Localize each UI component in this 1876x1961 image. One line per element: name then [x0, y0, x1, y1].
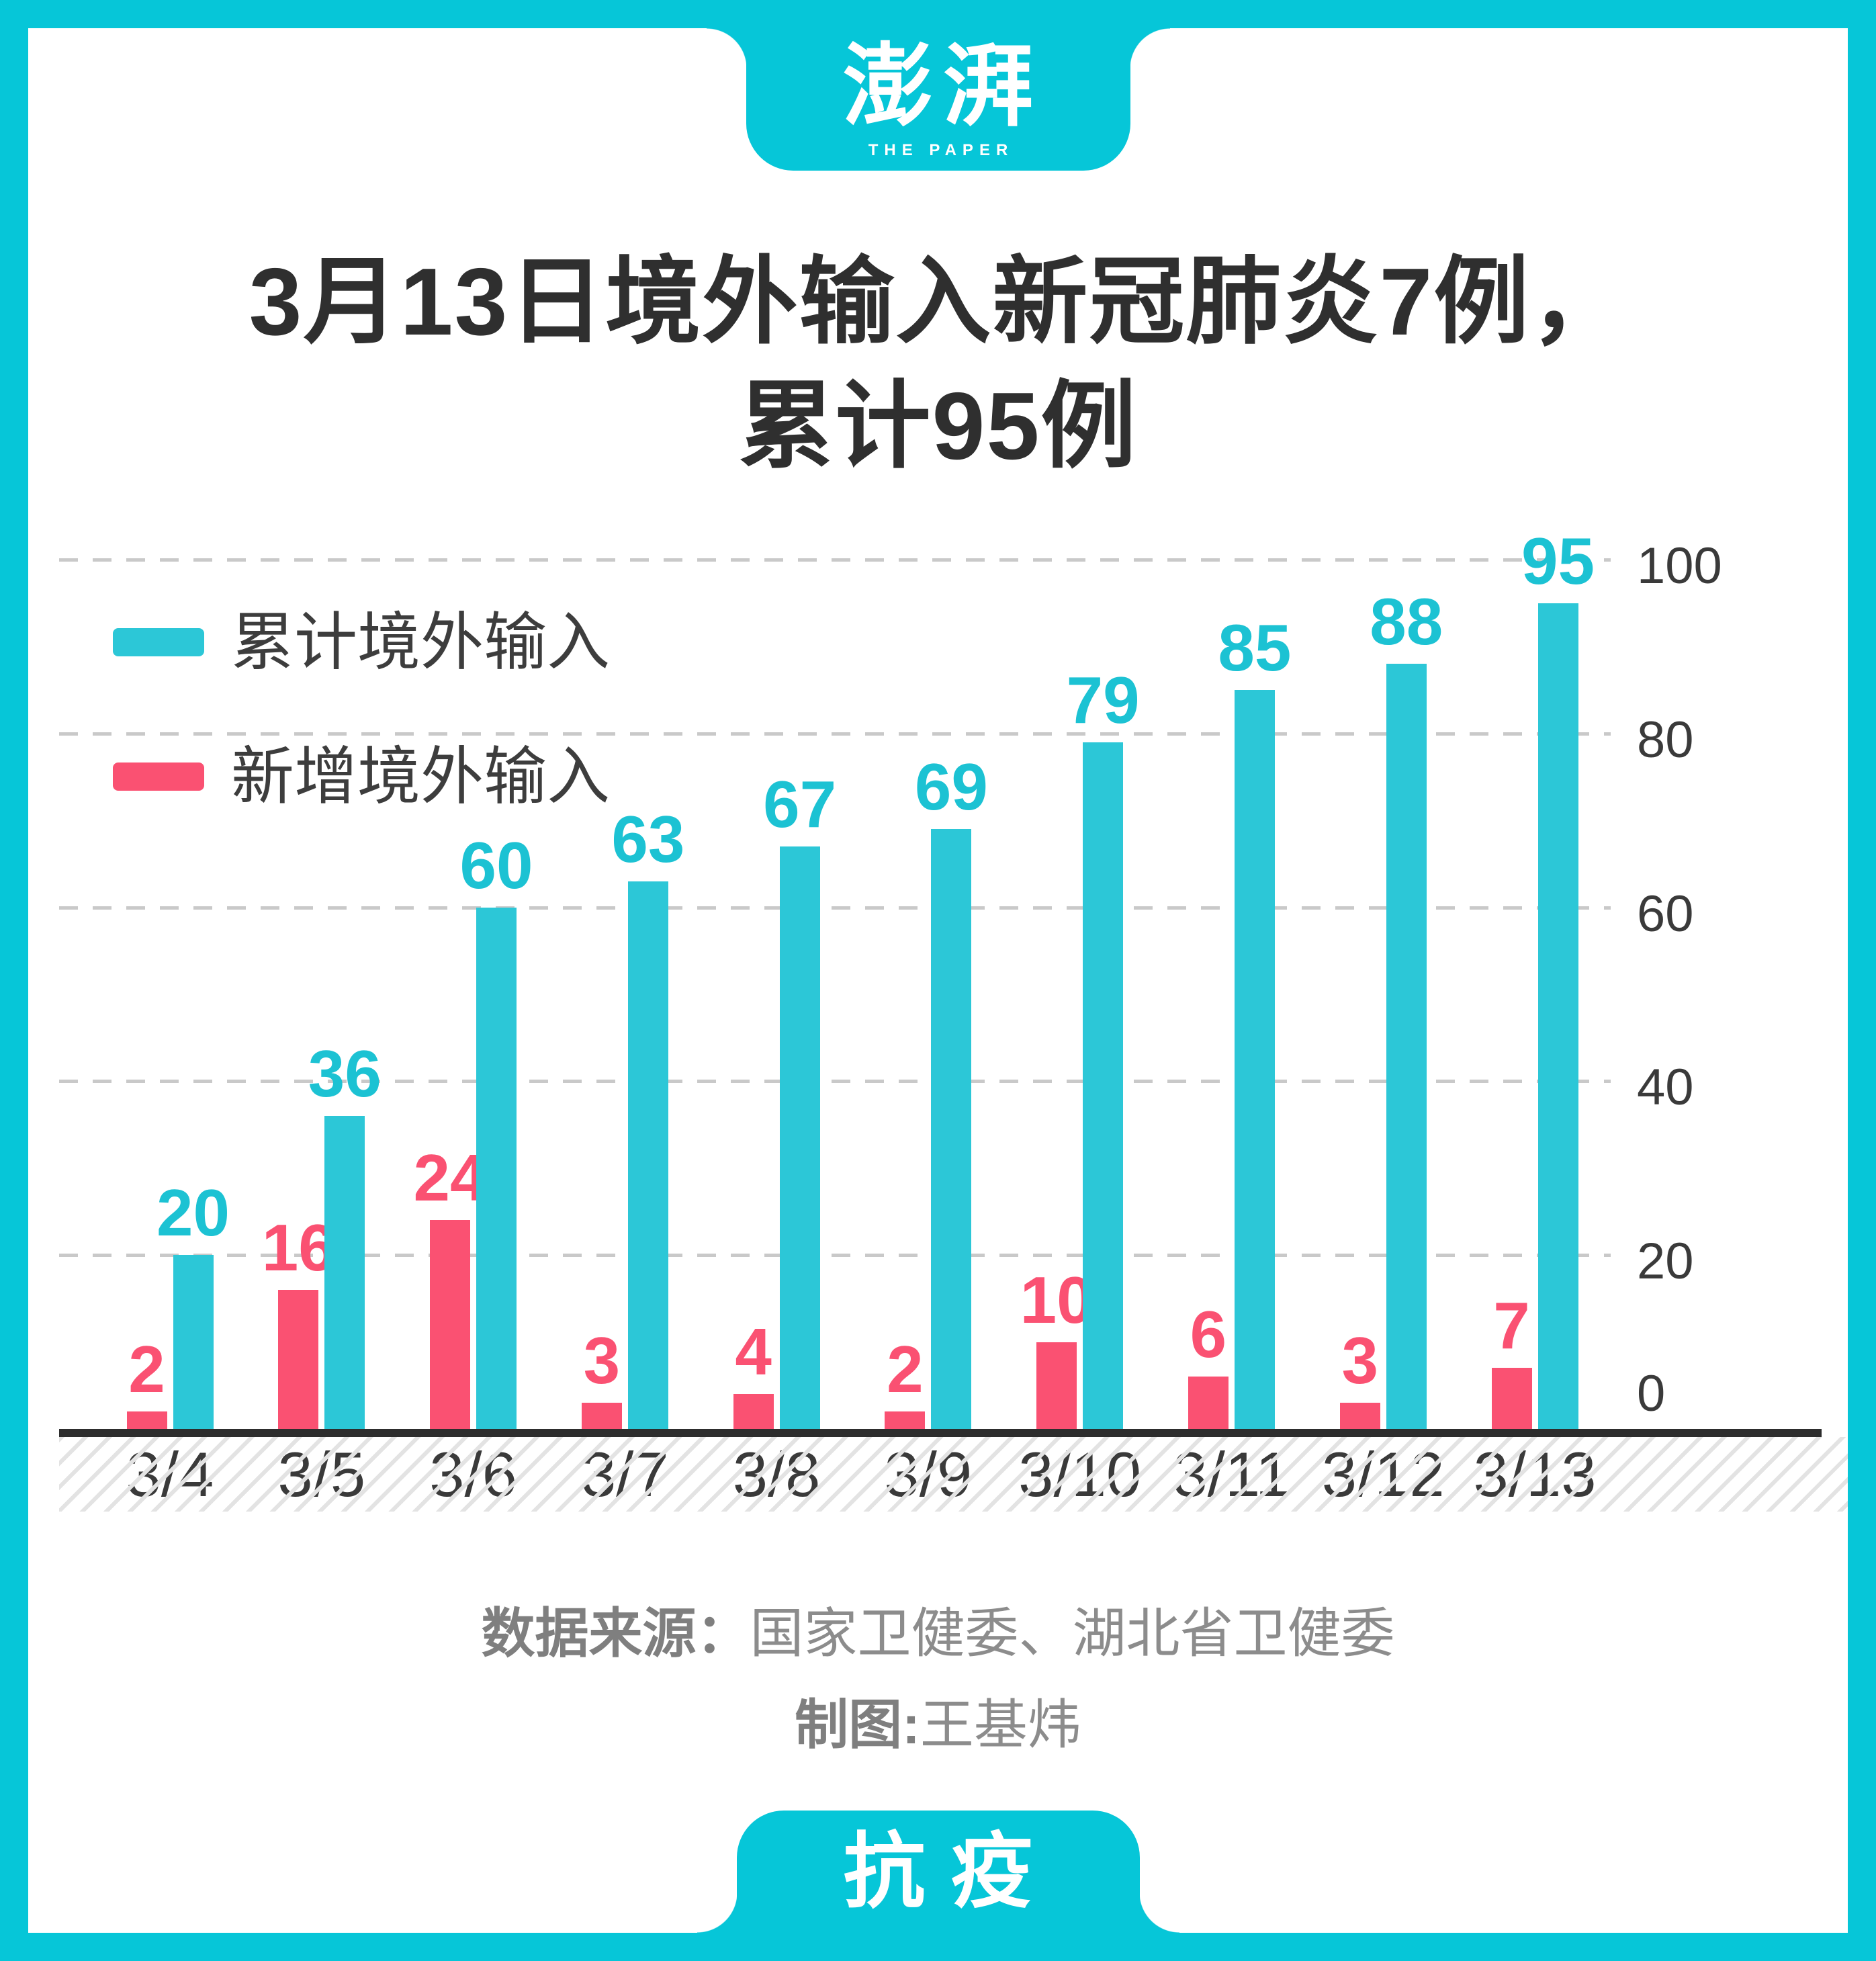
data-source-label: 数据来源：	[481, 1604, 750, 1663]
bar-new-3/9	[885, 1411, 926, 1429]
y-axis-tick-label-100: 100	[1637, 537, 1722, 595]
header-logo-tab: 澎湃 THE PAPER	[706, 28, 1170, 171]
bar-value-new-3/4: 2	[128, 1332, 165, 1406]
bar-value-cumulative-3/5: 36	[308, 1037, 382, 1110]
footer-topic-tab: 抗疫	[697, 1811, 1179, 1933]
footer-topic-tab-label: 抗疫	[843, 1826, 1059, 1917]
the-paper-logo: 澎湃	[842, 36, 1043, 138]
legend-swatch-cumulative	[113, 628, 204, 656]
bar-new-3/4	[126, 1411, 167, 1429]
bar-value-cumulative-3/6: 60	[459, 828, 533, 902]
bar-value-new-3/10: 10	[1020, 1263, 1093, 1337]
gridline-100	[59, 558, 1611, 562]
bar-value-cumulative-3/11: 85	[1218, 611, 1292, 685]
bar-cumulative-3/7	[627, 881, 668, 1429]
bar-new-3/11	[1188, 1377, 1229, 1429]
x-axis-line	[59, 1429, 1822, 1437]
bar-new-3/6	[430, 1220, 471, 1429]
bar-new-3/5	[278, 1290, 319, 1429]
bar-value-cumulative-3/13: 95	[1521, 524, 1595, 598]
legend-item-cumulative: 累计境外输入	[113, 605, 610, 680]
y-axis-tick-label-0: 0	[1637, 1365, 1666, 1422]
bar-cumulative-3/10	[1083, 742, 1124, 1429]
y-axis-tick-label-60: 60	[1637, 885, 1694, 943]
bar-value-cumulative-3/12: 88	[1370, 584, 1443, 658]
bar-value-cumulative-3/7: 63	[611, 802, 685, 876]
bar-value-cumulative-3/8: 67	[763, 767, 837, 841]
chart-title: 3月13日境外输入新冠肺炎7例， 累计95例	[0, 241, 1876, 488]
the-paper-logo-subtitle: THE PAPER	[868, 140, 1014, 159]
bar-value-new-3/9: 2	[887, 1332, 924, 1406]
data-source-value: 国家卫健委、湖北省卫健委	[750, 1604, 1395, 1663]
chart-title-line2: 累计95例	[738, 372, 1138, 480]
bar-cumulative-3/9	[931, 829, 972, 1429]
bar-new-3/8	[733, 1394, 774, 1429]
y-axis-tick-label-20: 20	[1637, 1233, 1694, 1290]
gridline-20	[59, 1254, 1611, 1257]
bar-cumulative-3/4	[173, 1255, 214, 1429]
x-axis-label-band	[59, 1437, 1848, 1512]
bar-value-new-3/11: 6	[1190, 1297, 1227, 1371]
bar-value-new-3/6: 24	[413, 1141, 487, 1215]
data-source-line: 数据来源：国家卫健委、湖北省卫健委	[0, 1604, 1876, 1663]
bar-new-3/7	[581, 1403, 622, 1429]
y-axis-tick-label-80: 80	[1637, 711, 1694, 769]
gridline-40	[59, 1080, 1611, 1083]
bar-value-cumulative-3/4: 20	[156, 1176, 230, 1250]
bar-value-new-3/7: 3	[583, 1323, 621, 1397]
bar-value-cumulative-3/10: 79	[1066, 663, 1140, 737]
legend-label-cumulative: 累计境外输入	[231, 607, 611, 677]
y-axis-tick-label-40: 40	[1637, 1059, 1694, 1116]
gridline-60	[59, 906, 1611, 910]
legend-swatch-new	[113, 762, 204, 791]
legend-item-new: 新增境外输入	[113, 739, 610, 814]
legend-label-new: 新增境外输入	[231, 741, 611, 812]
bar-cumulative-3/8	[779, 846, 820, 1429]
bar-cumulative-3/6	[476, 908, 517, 1429]
bar-value-new-3/5: 16	[261, 1211, 335, 1284]
credit-value: 王基炜	[920, 1695, 1081, 1755]
bar-value-new-3/12: 3	[1341, 1323, 1378, 1397]
bar-cumulative-3/5	[324, 1116, 365, 1429]
legend: 累计境外输入 新增境外输入	[113, 605, 610, 873]
footer-credits: 数据来源：国家卫健委、湖北省卫健委 制图:王基炜	[0, 1604, 1876, 1755]
gridline-80	[59, 732, 1611, 736]
chart-title-line1: 3月13日境外输入新冠肺炎7例，	[249, 249, 1627, 355]
bar-value-new-3/8: 4	[735, 1315, 772, 1389]
credit-line: 制图:王基炜	[0, 1696, 1876, 1755]
bar-cumulative-3/11	[1234, 690, 1275, 1429]
bar-value-cumulative-3/9: 69	[914, 750, 988, 824]
bar-value-new-3/13: 7	[1493, 1289, 1530, 1362]
bar-cumulative-3/12	[1386, 664, 1427, 1429]
bar-new-3/13	[1491, 1368, 1532, 1429]
bar-new-3/12	[1339, 1403, 1380, 1429]
credit-label: 制图:	[795, 1695, 920, 1755]
bar-new-3/10	[1036, 1342, 1077, 1429]
bar-cumulative-3/13	[1537, 603, 1578, 1429]
